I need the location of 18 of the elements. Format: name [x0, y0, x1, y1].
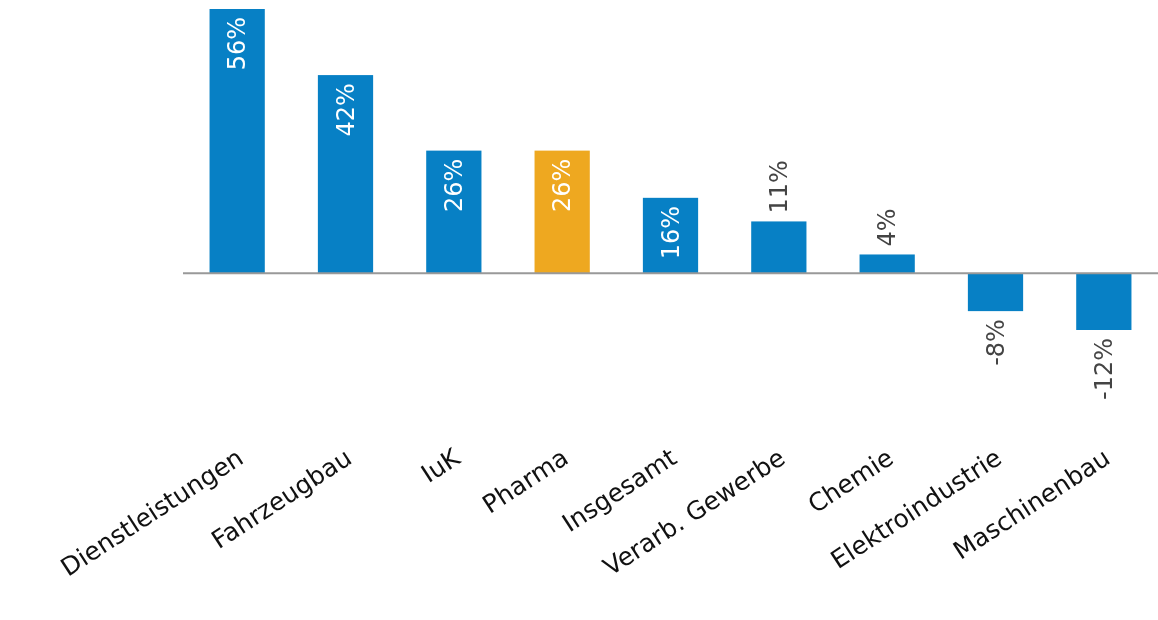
data-label: 16%: [656, 205, 685, 260]
data-label: 4%: [873, 208, 902, 247]
bar: [1076, 273, 1132, 330]
bar: [426, 150, 482, 274]
x-tick-label: IuK: [416, 442, 466, 489]
data-label: -12%: [1089, 338, 1118, 401]
bar: [751, 221, 807, 274]
bar: [967, 273, 1024, 312]
data-label: 26%: [548, 158, 577, 212]
data-label: 11%: [764, 160, 793, 214]
bar: [534, 150, 590, 274]
bar: [209, 9, 265, 274]
data-label: 26%: [439, 158, 468, 212]
bar: [859, 254, 915, 274]
data-label: -8%: [981, 319, 1010, 366]
data-label: 42%: [331, 83, 360, 137]
bar: [317, 75, 374, 274]
data-label: 56%: [223, 17, 252, 71]
